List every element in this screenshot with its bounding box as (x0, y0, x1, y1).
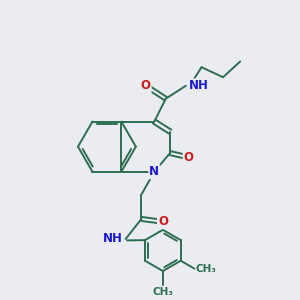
Text: N: N (149, 165, 159, 178)
Text: NH: NH (103, 232, 123, 245)
Text: O: O (141, 79, 151, 92)
Text: CH₃: CH₃ (196, 264, 217, 274)
Text: O: O (158, 215, 168, 228)
Text: O: O (184, 151, 194, 164)
Text: CH₃: CH₃ (152, 287, 173, 297)
Text: NH: NH (189, 79, 208, 92)
